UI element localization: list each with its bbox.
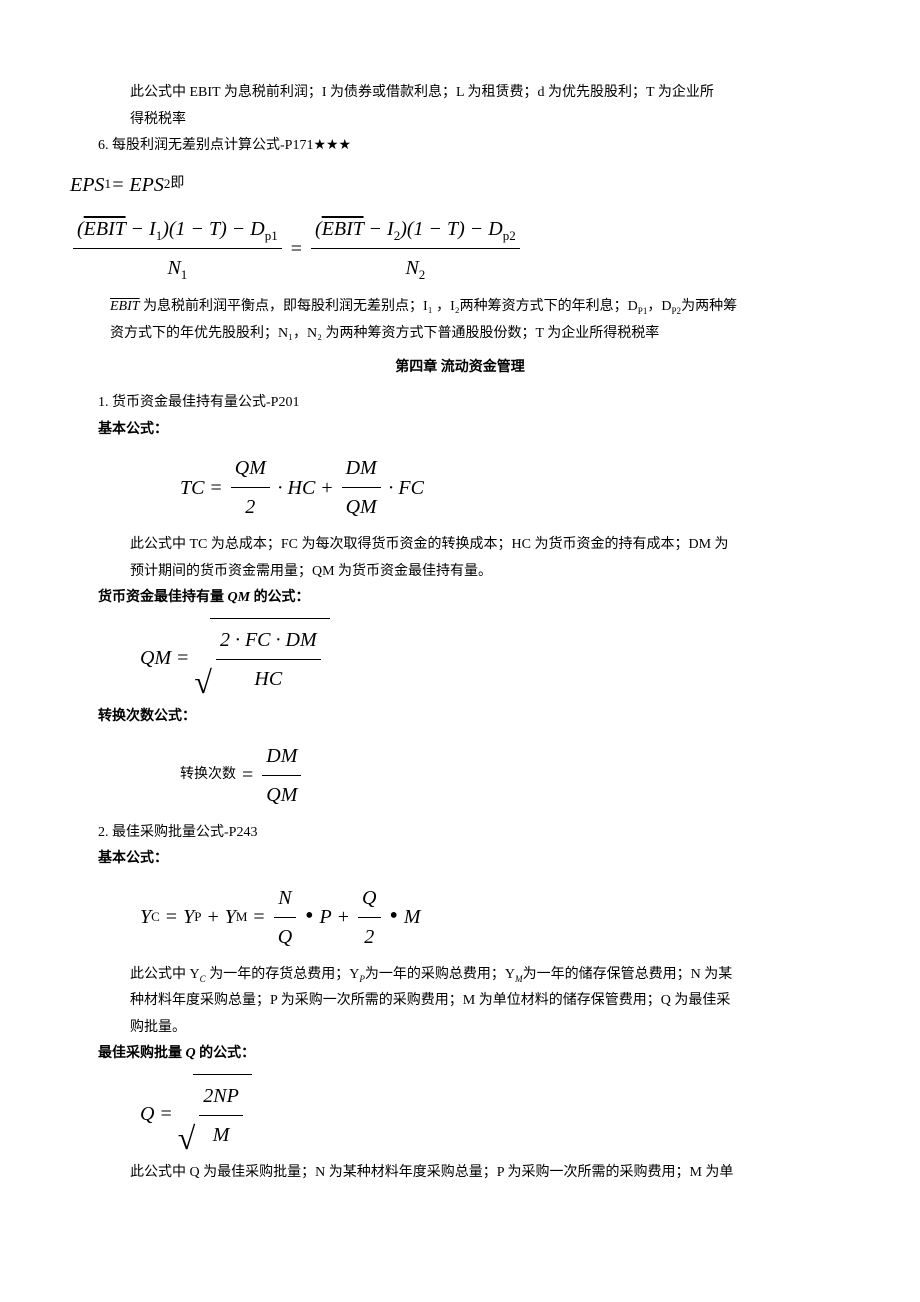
text: 货币资金最佳持有量 QM 的公式： xyxy=(98,590,310,605)
t: 为一年的储存保管总费用；N 为某 xyxy=(523,967,733,982)
var: EPS xyxy=(70,166,104,204)
yc-explanation-1: 此公式中 YC 为一年的存货总费用；YP为一年的采购总费用；YM为一年的储存保管… xyxy=(70,962,850,989)
item6-explanation-2: 资方式下的年优先股股利；N₁，N₂ 为两种筹资方式下普通股股份数；T 为企业所得… xyxy=(70,321,850,348)
var-fc: FC xyxy=(398,469,424,507)
text: 为两种筹 xyxy=(681,299,737,314)
eps-fraction-equation: (EBIT − I1)(1 − T) − Dp1 N1 = (EBIT − I2… xyxy=(70,210,850,288)
var-y: Y xyxy=(183,898,194,936)
item6-explanation: EBIT 为息税前利润平衡点，即每股利润无差别点；I₁ ，I₂两种筹资方式下的年… xyxy=(70,294,850,321)
fraction-left: (EBIT − I1)(1 − T) − Dp1 N1 xyxy=(73,210,282,288)
label: 转换次数 xyxy=(180,762,236,789)
item-2-title: 2. 最佳采购批量公式-P243 xyxy=(70,820,850,847)
var: = EPS xyxy=(111,166,164,204)
eps-equation: EPS1 = EPS2 即 xyxy=(70,166,850,204)
num: DM xyxy=(262,737,301,776)
sub: 2 xyxy=(419,267,426,282)
tc-explanation: 此公式中 TC 为总成本；FC 为每次取得货币资金的转换成本；HC 为货币资金的… xyxy=(70,532,850,559)
conversion-title: 转换次数公式： xyxy=(70,704,850,731)
text: 为息税前利润平衡点，即每股利润无差别点；I₁ ，I₂两种筹资方式下的年利息；D xyxy=(143,299,638,314)
sub: P1 xyxy=(638,306,648,316)
den: 2 xyxy=(360,918,378,956)
text-line: 6. 每股利润无差别点计算公式-P171★★★ xyxy=(98,138,351,153)
q-explanation: 此公式中 Q 为最佳采购批量；N 为某种材料年度采购总量；P 为采购一次所需的采… xyxy=(70,1160,850,1187)
sub: P2 xyxy=(672,306,682,316)
var-p: P xyxy=(320,898,332,936)
var-q: Q xyxy=(140,1095,154,1133)
den: M xyxy=(209,1116,234,1154)
text: 此公式中 TC 为总成本；FC 为每次取得货币资金的转换成本；HC 为货币资金的… xyxy=(130,537,729,552)
num: 2NP xyxy=(199,1077,243,1116)
var-m: M xyxy=(404,898,421,936)
fraction-right: (EBIT − I2)(1 − T) − Dp2 N2 xyxy=(311,210,520,288)
ebit-bar: EBIT xyxy=(322,218,364,240)
frac-dmqm: DM QM xyxy=(342,449,381,526)
text: 预计期间的货币资金需用量；QM 为货币资金最佳持有量。 xyxy=(130,564,492,579)
ebit-bar-inline: EBIT xyxy=(110,299,140,314)
num: DM xyxy=(342,449,381,488)
sub: 1 xyxy=(181,267,188,282)
cn-text: 即 xyxy=(170,171,184,198)
sqrt-q: √ 2NP M xyxy=(178,1074,252,1154)
yc-formula: YC = YP + YM = N Q •P + Q 2 •M xyxy=(140,879,850,956)
sub: 1 xyxy=(156,228,163,243)
frac-dmqm2: DM QM xyxy=(262,737,301,814)
var-qm: QM xyxy=(140,639,171,677)
yc-explanation-3: 购批量。 xyxy=(70,1015,850,1042)
frac-q2: Q 2 xyxy=(358,879,380,956)
text: 资方式下的年优先股股利；N₁，N₂ 为两种筹资方式下普通股股份数；T 为企业所得… xyxy=(110,326,659,341)
formula-explanation-cont: 得税税率 xyxy=(70,107,850,134)
s: M xyxy=(515,973,523,983)
num: N xyxy=(274,879,295,918)
text: 最佳采购批量 Q 的公式： xyxy=(98,1046,255,1061)
text: ，D xyxy=(647,299,671,314)
var-tc: TC xyxy=(180,469,204,507)
num: QM xyxy=(231,449,270,488)
sqrt: √ 2 · FC · DM HC xyxy=(194,618,329,698)
den: HC xyxy=(250,660,286,698)
ebit-bar: EBIT xyxy=(84,218,126,240)
qm-formula: QM= √ 2 · FC · DM HC xyxy=(140,618,850,698)
var-hc: HC xyxy=(288,469,316,507)
q-formula-title: 最佳采购批量 Q 的公式： xyxy=(70,1041,850,1068)
basic-formula-label-2: 基本公式： xyxy=(70,846,850,873)
yc-explanation-2: 种材料年度采购总量；P 为采购一次所需的采购费用；M 为单位材料的储存保管费用；… xyxy=(70,988,850,1015)
den: QM xyxy=(262,776,301,814)
item-1-title: 1. 货币资金最佳持有量公式-P201 xyxy=(70,390,850,417)
num: Q xyxy=(358,879,380,918)
item-6-title: 6. 每股利润无差别点计算公式-P171★★★ xyxy=(70,133,850,160)
t: 此公式中 Y xyxy=(130,967,200,982)
conversion-formula: 转换次数= DM QM xyxy=(180,737,850,814)
tc-formula: TC= QM 2 ·HC + DM QM ·FC xyxy=(180,449,850,526)
q-formula: Q= √ 2NP M xyxy=(140,1074,850,1154)
den: QM xyxy=(342,488,381,526)
den: Q xyxy=(274,918,296,956)
text-line: 此公式中 EBIT 为息税前利润；I 为债券或借款利息；L 为租赁费；d 为优先… xyxy=(130,85,714,100)
t: 为一年的采购总费用；Y xyxy=(365,967,515,982)
frac-qm2: QM 2 xyxy=(231,449,270,526)
tc-explanation-2: 预计期间的货币资金需用量；QM 为货币资金最佳持有量。 xyxy=(70,559,850,586)
formula-explanation: 此公式中 EBIT 为息税前利润；I 为债券或借款利息；L 为租赁费；d 为优先… xyxy=(70,80,850,107)
num: 2 · FC · DM xyxy=(216,621,321,660)
basic-formula-label: 基本公式： xyxy=(70,417,850,444)
chapter-4-title: 第四章 流动资金管理 xyxy=(70,355,850,382)
frac-nq: N Q xyxy=(274,879,296,956)
t: 为一年的存货总费用；Y xyxy=(206,967,360,982)
den: 2 xyxy=(241,488,259,526)
var-y: Y xyxy=(225,898,236,936)
sub: 2 xyxy=(394,228,401,243)
text-line: 得税税率 xyxy=(130,112,186,127)
qm-formula-title: 货币资金最佳持有量 QM 的公式： xyxy=(70,585,850,612)
var-y: Y xyxy=(140,898,151,936)
